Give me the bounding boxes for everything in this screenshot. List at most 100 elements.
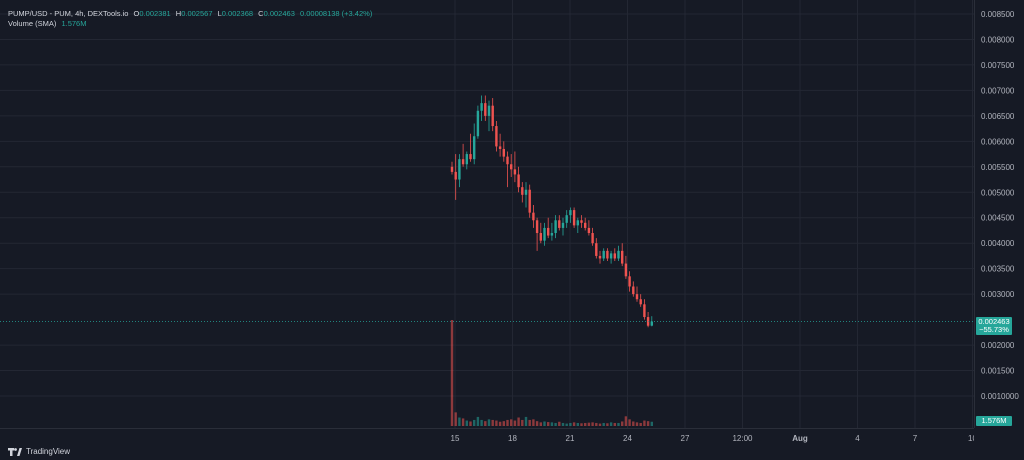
volume-bar [635, 422, 639, 426]
candle-body [576, 220, 579, 226]
candle-body [547, 227, 550, 236]
volume-bar [535, 421, 539, 426]
volume-bar [602, 422, 605, 426]
candle-body [569, 210, 572, 216]
volume-badge: 1.576M [976, 416, 1012, 426]
candle-body [458, 159, 461, 180]
price-tick-label: 0.003500 [981, 265, 1015, 274]
price-tick-label: 0.006000 [981, 137, 1015, 146]
volume-bar [646, 421, 650, 426]
volume-bar [554, 422, 557, 426]
price-tick-label: 0.005000 [981, 188, 1015, 197]
candle-body [602, 250, 605, 259]
volume-label: Volume (SMA) [8, 19, 57, 28]
candle-body [539, 233, 542, 241]
volume-bar [547, 422, 550, 426]
candle-body [595, 243, 598, 256]
candle-body [621, 250, 624, 264]
candle-body [506, 156, 509, 165]
current-change-value: −55.73% [979, 325, 1009, 334]
candle-body [535, 220, 539, 234]
candle-body [584, 222, 587, 228]
volume-bar [450, 320, 454, 426]
volume-bar [584, 422, 587, 426]
price-tick-label: 0.003000 [981, 290, 1015, 299]
price-tick-label: 0.005500 [981, 163, 1015, 172]
volume-bar [550, 422, 554, 426]
volume-bar [517, 417, 520, 426]
chart-legend: PUMP/USD - PUM, 4h, DEXTools.io O0.00238… [8, 9, 372, 29]
candle-body [510, 164, 513, 170]
candle-body [632, 286, 635, 295]
chart-pane[interactable] [0, 0, 974, 428]
candle-body [465, 154, 468, 165]
candle-body [565, 215, 568, 223]
tradingview-logo[interactable]: TradingView [8, 447, 70, 456]
time-axis[interactable]: 15 18 21 24 27 12:00 Aug 4 7 10 [0, 428, 977, 446]
volume-badge-value: 1.576M [981, 416, 1007, 425]
candle-body [532, 212, 535, 221]
time-tick-label: 21 [566, 434, 575, 443]
candle-body [639, 299, 642, 305]
candlestick-chart[interactable] [0, 0, 974, 428]
price-tick-label: 0.002000 [981, 341, 1015, 350]
volume-bar [639, 422, 642, 426]
time-tick-label: 18 [508, 434, 517, 443]
low-label: L [217, 9, 222, 18]
low-value: 0.002368 [221, 9, 254, 18]
change-value: 0.00008138 (+3.42%) [299, 9, 373, 18]
volume-bar [591, 422, 594, 426]
candle-body [469, 154, 472, 160]
volume-bar [650, 421, 653, 426]
candle-body [461, 159, 465, 165]
current-price-badge: 0.002463 −55.73% [976, 317, 1012, 335]
volume-bar [565, 423, 568, 426]
symbol-label: PUMP/USD - PUM, 4h, DEXTools.io [8, 9, 129, 18]
price-axis[interactable]: 0.008500 0.008000 0.007500 0.007000 0.006500… [974, 0, 1024, 428]
price-tick-label: 0.004000 [981, 239, 1015, 248]
candle-body [473, 136, 476, 160]
candle-body [491, 105, 494, 127]
candle-body [613, 253, 616, 259]
candle-body [628, 276, 631, 287]
time-tick-label: 27 [681, 434, 690, 443]
volume-bar [532, 419, 535, 426]
price-tick-label: 0.004500 [981, 214, 1015, 223]
candle-body [624, 263, 628, 277]
volume-bar [613, 422, 616, 426]
candle-body [487, 105, 491, 116]
volume-bar [528, 419, 531, 426]
candle-body [498, 146, 502, 149]
volume-bar [569, 422, 572, 426]
volume-bar [476, 416, 480, 426]
candle-body [598, 255, 602, 259]
candle-body [591, 233, 594, 244]
volume-bar [465, 420, 468, 426]
volume-bar [506, 419, 509, 426]
candle-body [558, 220, 561, 228]
price-tick-label: 0.0010000 [981, 392, 1019, 401]
price-tick-label: 0.006500 [981, 112, 1015, 121]
time-tick-label: Aug [792, 434, 808, 443]
volume-bar [524, 416, 528, 426]
volume-bar [484, 421, 487, 426]
volume-bar [454, 412, 457, 426]
time-tick-label: 24 [623, 434, 632, 443]
volume-bar [510, 419, 513, 426]
volume-bar [628, 419, 631, 426]
candle-body [587, 227, 591, 234]
candle-body [524, 189, 528, 195]
candle-body [617, 250, 620, 259]
candle-body [572, 210, 576, 226]
open-value: 0.002381 [139, 9, 171, 18]
volume-bar [624, 416, 628, 426]
volume-bar [643, 420, 646, 426]
price-tick-label: 0.007500 [981, 61, 1015, 70]
high-value: 0.002567 [181, 9, 213, 18]
volume-bar [587, 422, 591, 426]
price-tick-label: 0.008500 [981, 10, 1015, 19]
open-label: O [133, 9, 140, 18]
volume-bar [609, 422, 613, 426]
tradingview-logo-icon [8, 447, 22, 456]
close-value: 0.002463 [263, 9, 295, 18]
